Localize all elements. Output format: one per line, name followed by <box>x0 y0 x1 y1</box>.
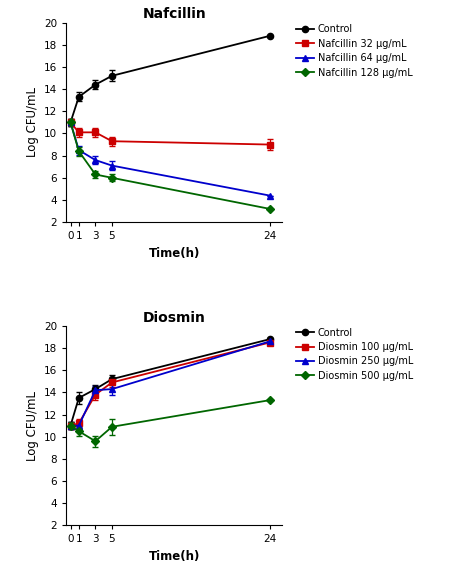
Title: Nafcillin: Nafcillin <box>142 7 206 21</box>
X-axis label: Time(h): Time(h) <box>148 550 200 563</box>
X-axis label: Time(h): Time(h) <box>148 247 200 260</box>
Y-axis label: Log CFU/mL: Log CFU/mL <box>26 88 38 158</box>
Y-axis label: Log CFU/mL: Log CFU/mL <box>26 390 38 460</box>
Title: Diosmin: Diosmin <box>143 311 206 325</box>
Legend: Control, Nafcillin 32 μg/mL, Nafcillin 64 μg/mL, Nafcillin 128 μg/mL: Control, Nafcillin 32 μg/mL, Nafcillin 6… <box>295 24 414 79</box>
Legend: Control, Diosmin 100 μg/mL, Diosmin 250 μg/mL, Diosmin 500 μg/mL: Control, Diosmin 100 μg/mL, Diosmin 250 … <box>295 327 414 382</box>
